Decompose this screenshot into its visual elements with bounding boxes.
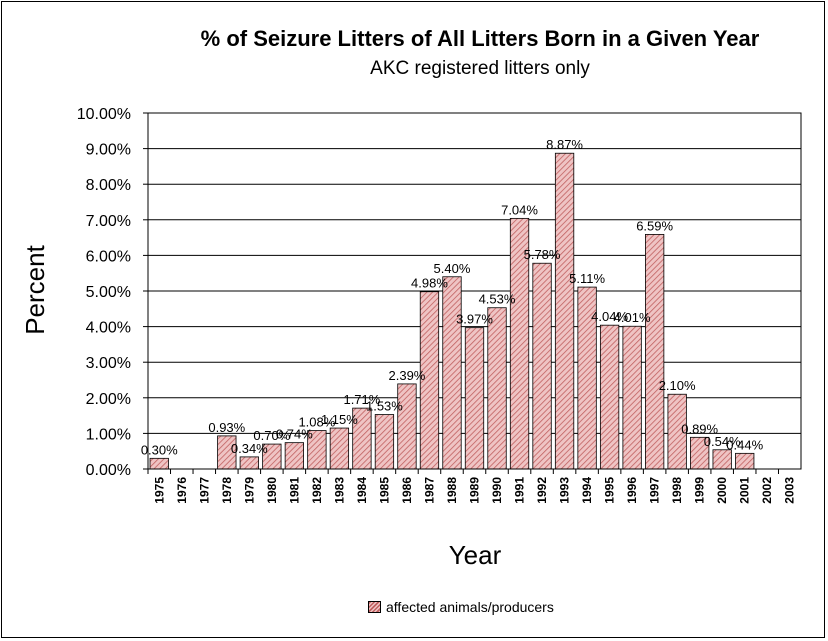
data-label: 5.11% (569, 271, 605, 286)
bar-1995 (599, 324, 620, 470)
legend-swatch (368, 601, 381, 613)
x-tick-label: 1977 (197, 477, 211, 504)
data-label: 1.53% (366, 399, 403, 414)
y-tick-label: 2.00% (86, 391, 131, 408)
data-label: 1.15% (321, 412, 358, 427)
data-label: 7.04% (501, 202, 538, 217)
bar-1986 (397, 383, 417, 470)
legend-label: affected animals/producers (386, 599, 554, 615)
data-label: 1.08% (298, 415, 335, 430)
x-tick-label: 1976 (175, 477, 189, 504)
y-axis-label: Percent (20, 244, 50, 334)
data-label: 4.53% (479, 292, 516, 307)
bar-1979 (239, 456, 259, 470)
x-tick-label: 1979 (242, 477, 256, 504)
y-tick-label: 6.00% (86, 248, 131, 265)
x-tick-label: 1993 (558, 477, 572, 504)
chart-subtitle: AKC registered litters only (370, 58, 590, 79)
bars (149, 152, 755, 470)
data-label: 0.70% (253, 428, 290, 443)
y-tick-label: 3.00% (86, 355, 131, 372)
data-label: 0.44% (726, 437, 763, 452)
y-tick-label: 9.00% (86, 142, 131, 159)
x-tick-label: 1995 (603, 477, 617, 504)
x-tick-label: 1999 (693, 477, 707, 504)
data-label: 3.97% (456, 312, 493, 327)
x-tick-label: 1983 (332, 477, 346, 504)
y-tick-label: 0.00% (86, 462, 131, 479)
x-tick-label: 1984 (355, 477, 369, 504)
data-label: 0.74% (276, 427, 313, 442)
legend: affected animals/producers (368, 598, 554, 616)
bar-1988 (442, 276, 462, 470)
y-tick-label: 7.00% (86, 213, 131, 230)
chart-title: % of Seizure Litters of All Litters Born… (200, 26, 760, 51)
bar-1990 (487, 307, 507, 470)
y-tick-label: 10.00% (77, 106, 131, 123)
x-tick-label: 1975 (152, 477, 166, 504)
x-tick-label: 2000 (715, 477, 729, 504)
x-tick-label: 1990 (490, 477, 504, 504)
plot-border (147, 112, 802, 470)
bar-1983 (329, 427, 350, 470)
data-label: 0.54% (704, 434, 741, 449)
x-tick-label: 1985 (377, 477, 391, 504)
data-label: 1.71% (343, 392, 380, 407)
x-axis-label: Year (449, 540, 502, 570)
x-tick-label: 2001 (738, 477, 752, 504)
data-label: 2.10% (659, 378, 696, 393)
y-tick-label: 8.00% (86, 177, 131, 194)
x-tick-label: 1982 (310, 477, 324, 504)
data-label: 4.04% (591, 309, 628, 324)
data-label: 0.30% (141, 442, 178, 457)
data-label: 4.98% (411, 276, 448, 291)
x-tick-label: 1994 (580, 477, 594, 504)
x-tick-label: 1989 (468, 477, 482, 504)
x-tick-label: 1992 (535, 477, 549, 504)
x-tick-label: 1996 (625, 477, 639, 504)
x-tick-label: 2002 (760, 477, 774, 504)
y-tick-label: 5.00% (86, 284, 131, 301)
data-label: 8.87% (546, 137, 583, 152)
x-tick-label: 1986 (400, 477, 414, 504)
data-label: 0.34% (231, 441, 268, 456)
data-label: 0.93% (208, 420, 245, 435)
data-label: 0.89% (681, 421, 718, 436)
y-tick-label: 1.00% (86, 426, 131, 443)
data-label: 6.59% (636, 218, 673, 233)
bar-1985 (374, 414, 395, 470)
data-label: 2.39% (389, 368, 426, 383)
data-label: 5.40% (434, 261, 471, 276)
bar-2000 (712, 449, 732, 470)
bar-1992 (532, 262, 552, 470)
x-tick-label: 1980 (265, 477, 279, 504)
x-tick-label: 1988 (445, 477, 459, 504)
bar-1993 (554, 152, 575, 470)
data-labels: 0.30% 0.93% 0.34%0.70%0.74%1.08%1.15% 1.71%… (141, 137, 764, 457)
x-tick-label: 1997 (648, 477, 662, 504)
bar-1981 (284, 442, 304, 470)
bar-1989 (464, 327, 485, 470)
data-label: 5.78% (524, 247, 561, 262)
x-tick-label: 2003 (783, 477, 797, 504)
x-tick-label: 1998 (670, 477, 684, 504)
y-tick-label: 4.00% (86, 320, 131, 337)
bar-1975 (149, 457, 169, 470)
bar-1996 (622, 325, 642, 470)
bar-2001 (735, 452, 755, 470)
x-tick-label: 1981 (287, 477, 301, 504)
x-tick-label: 1991 (513, 477, 527, 504)
data-label: 4.01% (614, 310, 651, 325)
bar-1997 (645, 233, 665, 470)
x-tick-label: 1978 (220, 477, 234, 504)
axes: 0.00% 1.00% 2.00% 3.00% 4.00% 5.00% 6.00% 7.00%… (77, 106, 802, 504)
x-tick-label: 1987 (422, 477, 436, 504)
